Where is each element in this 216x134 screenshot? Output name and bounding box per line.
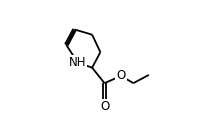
Text: NH: NH [69,56,86,69]
Text: O: O [116,69,126,82]
Text: O: O [100,100,109,113]
